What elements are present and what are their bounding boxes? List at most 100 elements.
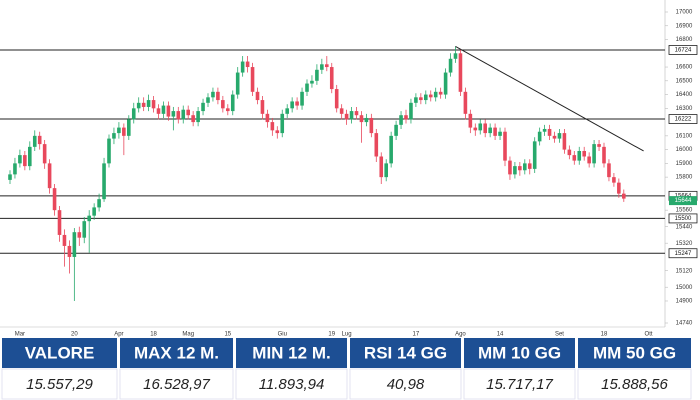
candle-body xyxy=(537,131,542,142)
candle-body xyxy=(344,113,349,120)
candle-body xyxy=(453,53,458,59)
table-header-cell xyxy=(2,338,117,368)
candle-body xyxy=(211,91,215,98)
level-label: 16724 xyxy=(675,48,692,54)
candle-body xyxy=(448,58,453,73)
x-tick-label: 15 xyxy=(224,332,231,338)
chart: 17000 16900 16800 16600 16500 16400 16300 16100… xyxy=(0,0,698,338)
level-label: 15500 xyxy=(675,216,692,222)
table-header: RSI 14 GG xyxy=(364,343,447,362)
candle-body xyxy=(117,127,121,134)
candle-body xyxy=(171,111,176,117)
y-tick-label: 16900 xyxy=(676,23,693,29)
x-tick-label: Set xyxy=(555,332,564,338)
candle-body xyxy=(255,91,260,101)
candle-body xyxy=(557,133,562,139)
candle-body xyxy=(127,119,131,136)
candle-body xyxy=(463,91,468,114)
candle-body xyxy=(513,166,517,175)
last-price-label: 15644 xyxy=(675,198,692,204)
x-tick-label: Ago xyxy=(455,332,466,338)
candle-body xyxy=(419,97,423,101)
y-tick-label: 16600 xyxy=(676,65,693,71)
candle-body xyxy=(424,94,428,101)
candle-body xyxy=(280,113,285,134)
x-tick-label: 14 xyxy=(497,332,504,338)
table-value-cell xyxy=(463,368,576,400)
candle-body xyxy=(607,163,611,178)
candle-body xyxy=(161,105,166,114)
candle-body xyxy=(8,174,12,180)
candle-body xyxy=(438,91,443,95)
candle-body xyxy=(235,72,240,95)
table-header: MM 50 GG xyxy=(593,343,676,362)
candle-body xyxy=(82,221,87,238)
candle-body xyxy=(547,128,552,136)
candle-body xyxy=(176,111,181,120)
table-value-cell xyxy=(577,368,692,400)
table-value-cell xyxy=(1,368,118,400)
table-header-cell xyxy=(120,338,233,368)
candle-body xyxy=(230,94,235,112)
candle-body xyxy=(92,207,96,216)
candle-body xyxy=(191,115,195,123)
table-header: MIN 12 M. xyxy=(252,343,330,362)
x-tick-label: 18 xyxy=(601,332,608,338)
table-header-cell xyxy=(578,338,691,368)
last-price-box xyxy=(669,196,697,206)
table-header-cell xyxy=(350,338,461,368)
candle-body xyxy=(181,109,186,120)
candle-body xyxy=(320,64,324,70)
candle-body xyxy=(245,61,250,68)
candle-body xyxy=(508,160,512,175)
x-tick-label: 18 xyxy=(150,332,157,338)
candle-body xyxy=(483,123,487,134)
candle-body xyxy=(37,135,42,145)
candle-body xyxy=(270,122,275,131)
y-tick-label: 15800 xyxy=(676,175,693,181)
candle-body xyxy=(414,97,418,103)
y-tick-label: 16800 xyxy=(676,37,693,43)
candle-body xyxy=(32,135,37,147)
level-label: 16222 xyxy=(675,117,692,123)
candle-body xyxy=(28,146,32,167)
x-tick-label: Mag xyxy=(182,332,194,338)
candle-body xyxy=(141,102,146,107)
candle-body xyxy=(107,138,111,164)
level-label-box xyxy=(668,213,698,224)
candle-body xyxy=(473,127,478,131)
candle-body xyxy=(389,135,393,164)
table-value: 15.557,29 xyxy=(26,376,93,393)
candle-body xyxy=(97,199,101,208)
x-tick-label: Mar xyxy=(15,332,25,338)
candle-body xyxy=(77,232,82,238)
candle-body xyxy=(275,130,280,134)
table-header: MM 10 GG xyxy=(478,343,561,362)
level-label-box xyxy=(668,114,698,124)
candle-body xyxy=(151,100,156,109)
candle-body xyxy=(186,109,190,116)
candle-body xyxy=(428,94,433,98)
candle-body xyxy=(18,155,22,164)
y-tick-label: 15120 xyxy=(676,268,693,274)
candle-body xyxy=(488,127,492,134)
candle-body xyxy=(300,91,304,106)
level-label-box xyxy=(668,45,698,55)
candle-body xyxy=(136,102,141,109)
candle-body xyxy=(329,67,334,90)
candle-body xyxy=(364,117,369,123)
candle-body xyxy=(433,91,438,98)
candle-body xyxy=(518,166,522,171)
candle-body xyxy=(602,146,606,164)
candle-body xyxy=(250,67,255,92)
candle-body xyxy=(503,131,507,161)
candle-body xyxy=(325,64,329,68)
candle-body xyxy=(572,155,577,161)
candle-body xyxy=(404,115,408,120)
y-tick-label: 14740 xyxy=(676,321,693,327)
y-tick-label: 16000 xyxy=(676,147,693,153)
trendline xyxy=(455,45,644,152)
candle-body xyxy=(394,124,398,136)
